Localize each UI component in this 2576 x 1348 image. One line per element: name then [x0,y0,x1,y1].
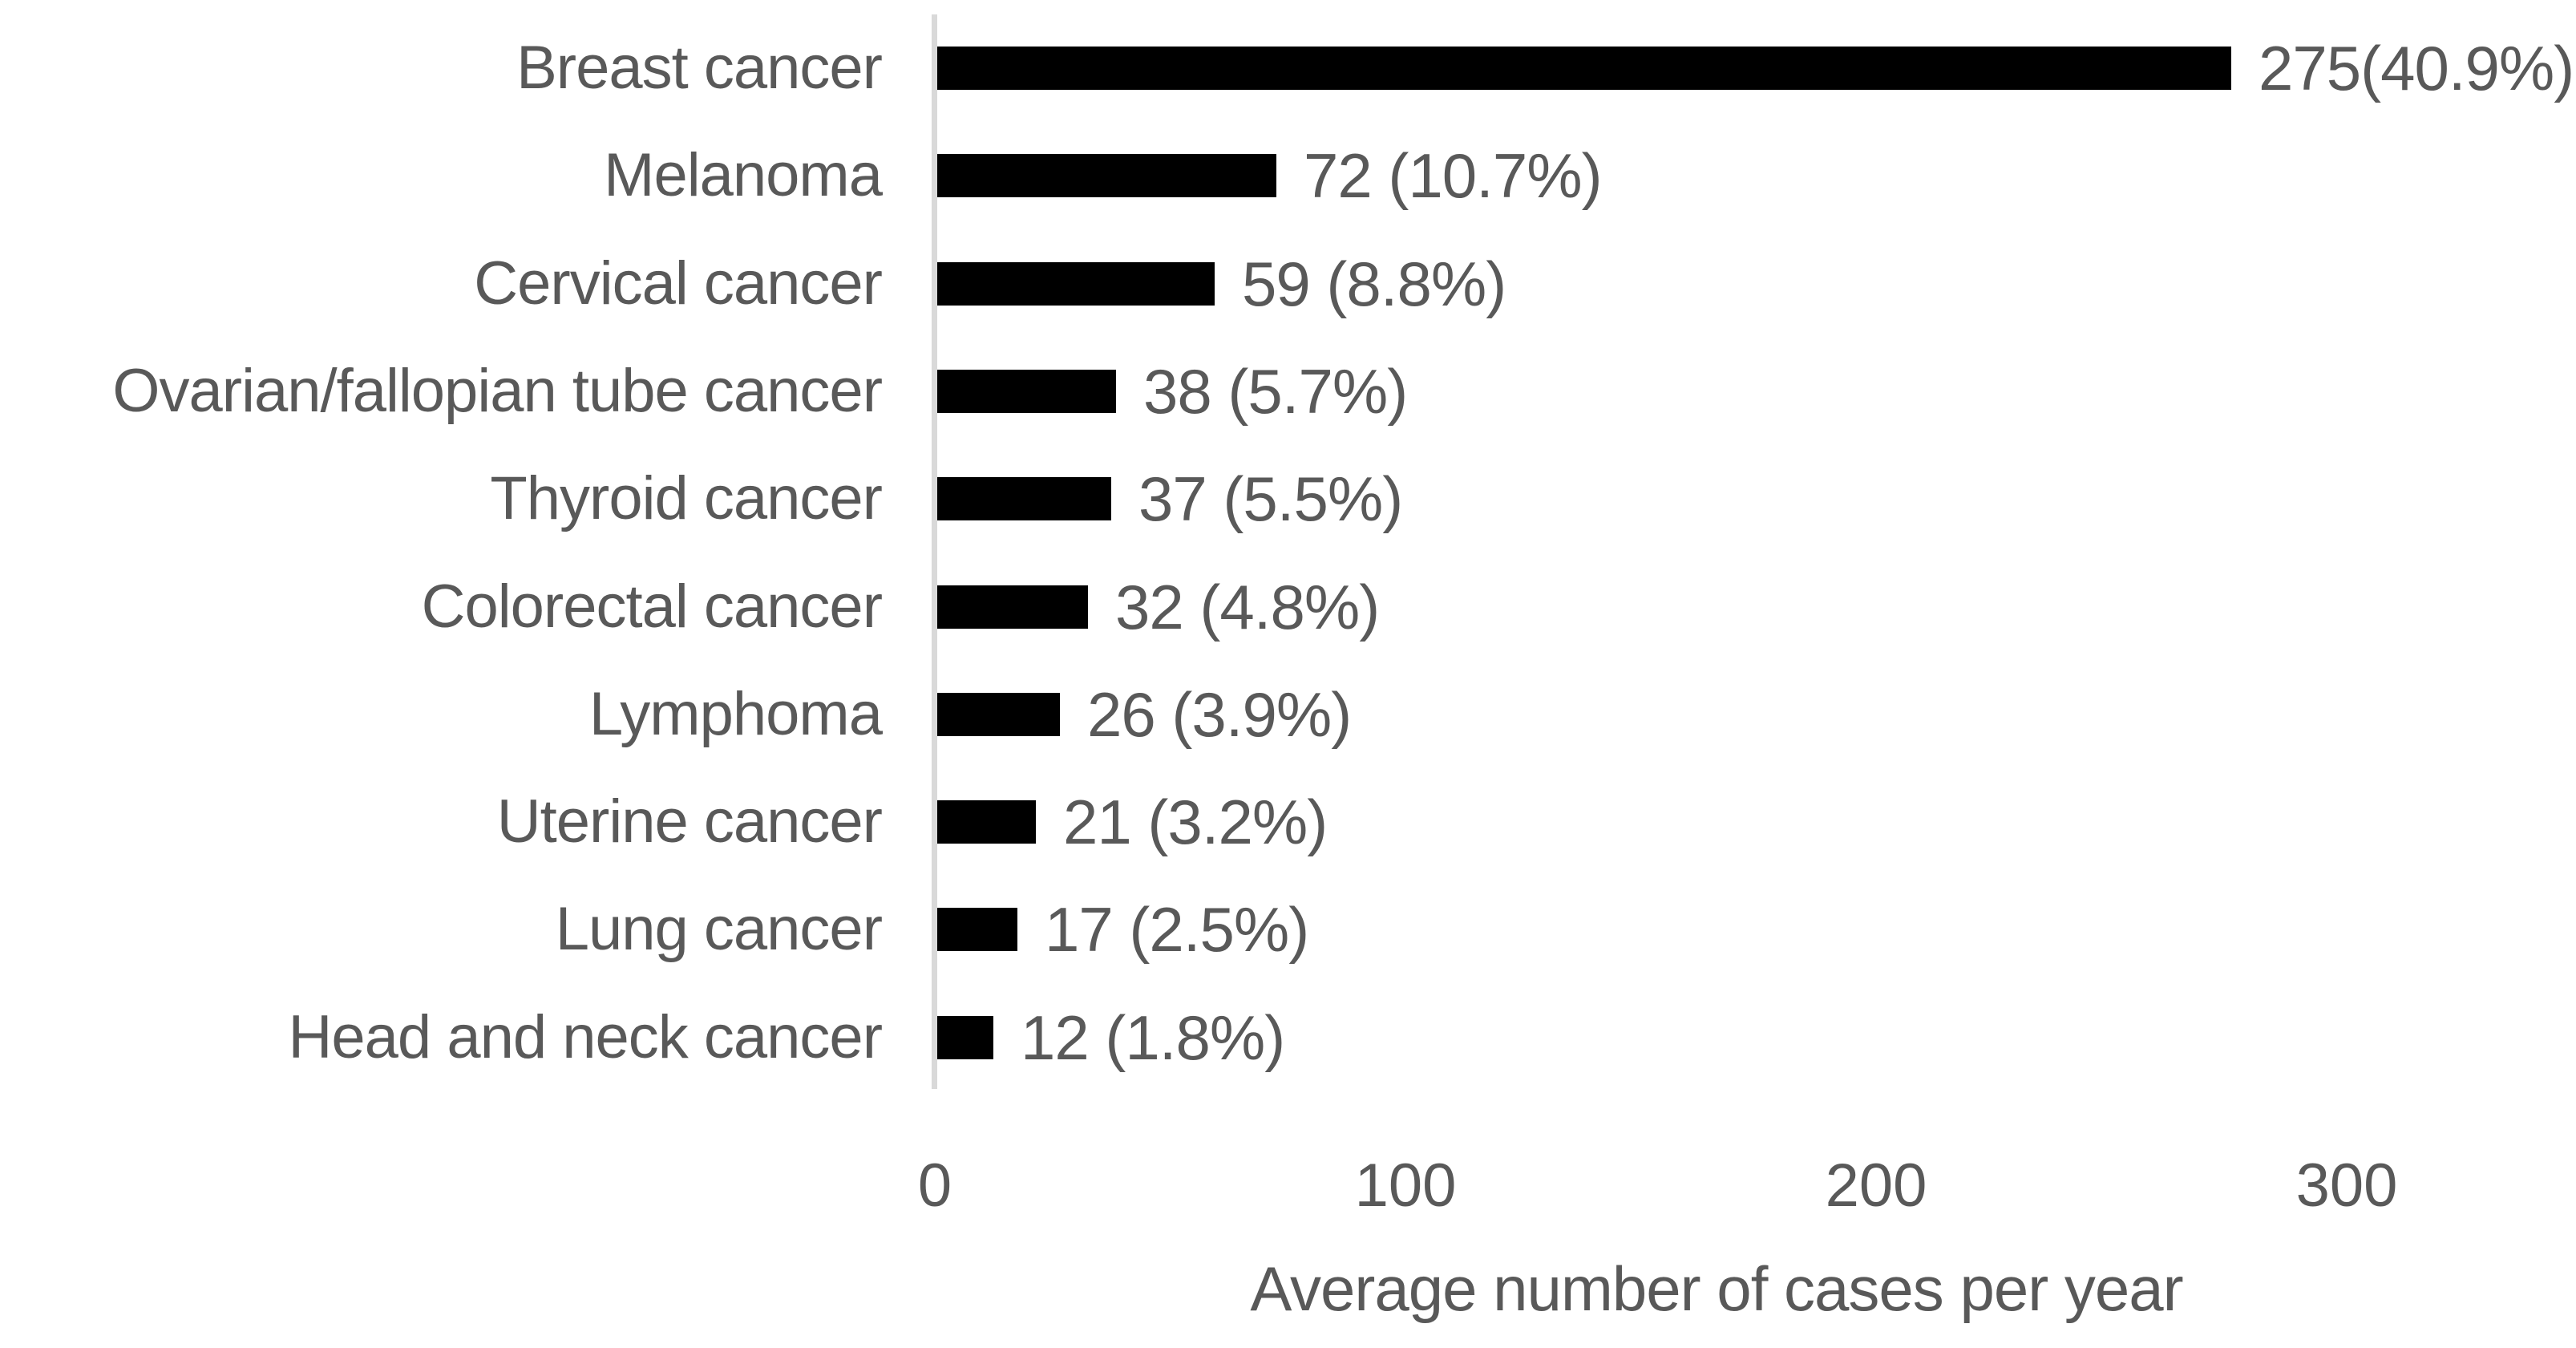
bar-row: Breast cancer 275(40.9%) [0,14,2576,122]
value-label: 37 (5.5%) [1138,464,1403,534]
category-label: Uterine cancer [496,787,883,856]
value-label: 72 (10.7%) [1304,140,1603,211]
category-label: Ovarian/fallopian tube cancer [112,357,883,425]
bar [937,262,1215,306]
x-axis-tick-label: 0 [917,1152,952,1220]
bar [937,693,1060,736]
bar-row: Melanoma 72 (10.7%) [0,122,2576,229]
bar [937,908,1017,951]
bar-row: Uterine cancer 21 (3.2%) [0,768,2576,876]
bar-row: Lung cancer 17 (2.5%) [0,876,2576,983]
value-label: 26 (3.9%) [1087,679,1352,750]
y-axis-line [932,14,937,1089]
x-axis-tick-label: 300 [2295,1152,2398,1220]
value-label: 12 (1.8%) [1021,1002,1285,1073]
category-label: Lung cancer [555,895,883,963]
value-label: 59 (8.8%) [1242,249,1506,319]
bar-row: Cervical cancer 59 (8.8%) [0,230,2576,338]
x-axis-tick-label: 100 [1354,1152,1457,1220]
bar [937,154,1276,197]
bar-row: Thyroid cancer 37 (5.5%) [0,445,2576,553]
category-label: Cervical cancer [474,249,883,318]
category-label: Thyroid cancer [490,464,883,532]
bar [937,800,1036,844]
bar-row: Ovarian/fallopian tube cancer 38 (5.7%) [0,338,2576,445]
bar-row: Head and neck cancer 12 (1.8%) [0,984,2576,1091]
bar [937,370,1116,413]
category-label: Head and neck cancer [288,1003,883,1071]
bar [937,477,1111,520]
bar [937,585,1088,629]
bar [937,1016,993,1059]
value-label: 32 (4.8%) [1115,572,1380,642]
bar [937,47,2231,90]
bar-row: Colorectal cancer 32 (4.8%) [0,553,2576,661]
x-axis-tick-label: 200 [1825,1152,1927,1220]
value-label: 21 (3.2%) [1063,787,1328,857]
category-label: Colorectal cancer [421,573,883,641]
category-label: Breast cancer [516,34,883,102]
value-label: 17 (2.5%) [1045,894,1309,965]
category-label: Melanoma [604,141,883,209]
value-label: 275(40.9%) [2259,33,2574,103]
value-label: 38 (5.7%) [1143,356,1408,427]
x-axis-title: Average number of cases per year [1250,1253,2183,1324]
bar-row: Lymphoma 26 (3.9%) [0,661,2576,768]
category-label: Lymphoma [588,680,883,748]
